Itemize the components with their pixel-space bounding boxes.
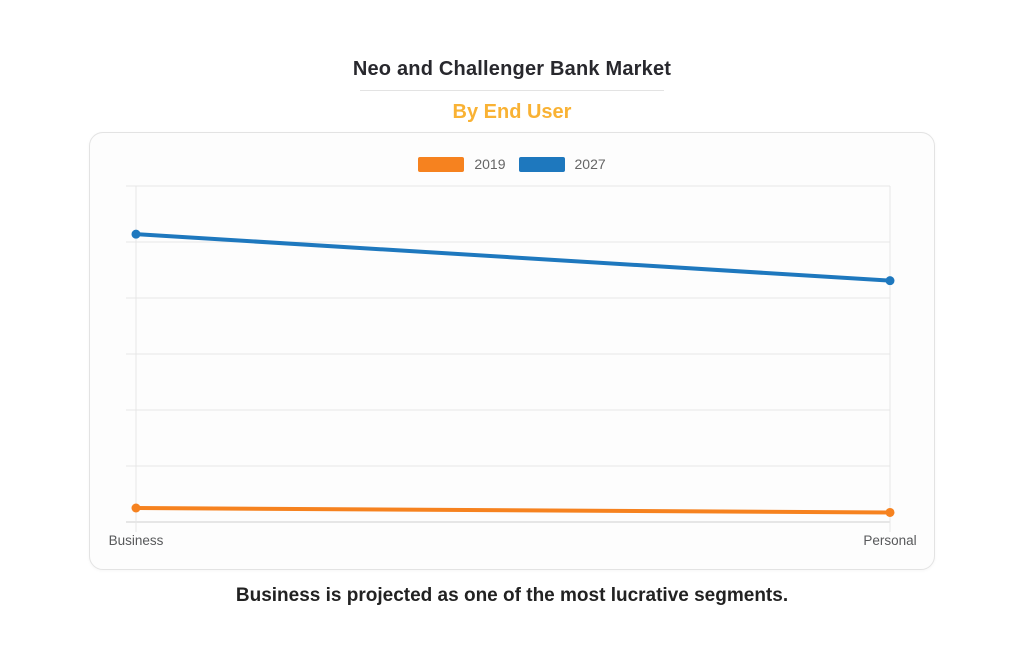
x-axis-label-business: Business — [109, 533, 164, 548]
chart-legend: 2019 2027 — [90, 156, 934, 172]
chart-header: Neo and Challenger Bank Market By End Us… — [0, 0, 1024, 124]
data-point-2027-business[interactable] — [131, 229, 141, 239]
series-line-2019 — [134, 506, 892, 515]
legend-swatch-2027 — [518, 156, 565, 172]
chart-subtitle: By End User — [452, 101, 572, 123]
legend-label-2019: 2019 — [474, 156, 506, 172]
series-line-2027 — [134, 232, 892, 283]
legend-label-2027: 2027 — [574, 156, 606, 172]
legend-item-2019[interactable]: 2019 — [418, 156, 506, 172]
data-point-2019-personal[interactable] — [885, 507, 895, 517]
legend-swatch-2019 — [418, 156, 465, 172]
chart-card: 2019 2027 Business Personal — [89, 132, 935, 570]
chart-caption: Business is projected as one of the most… — [235, 585, 789, 606]
legend-item-2027[interactable]: 2027 — [518, 156, 606, 172]
title-divider — [360, 90, 664, 91]
x-axis-label-personal: Personal — [863, 533, 916, 548]
line-chart: Business Personal — [109, 185, 917, 548]
chart-title: Neo and Challenger Bank Market — [352, 58, 672, 80]
data-point-2019-business[interactable] — [131, 503, 141, 513]
data-point-2027-personal[interactable] — [885, 276, 895, 286]
